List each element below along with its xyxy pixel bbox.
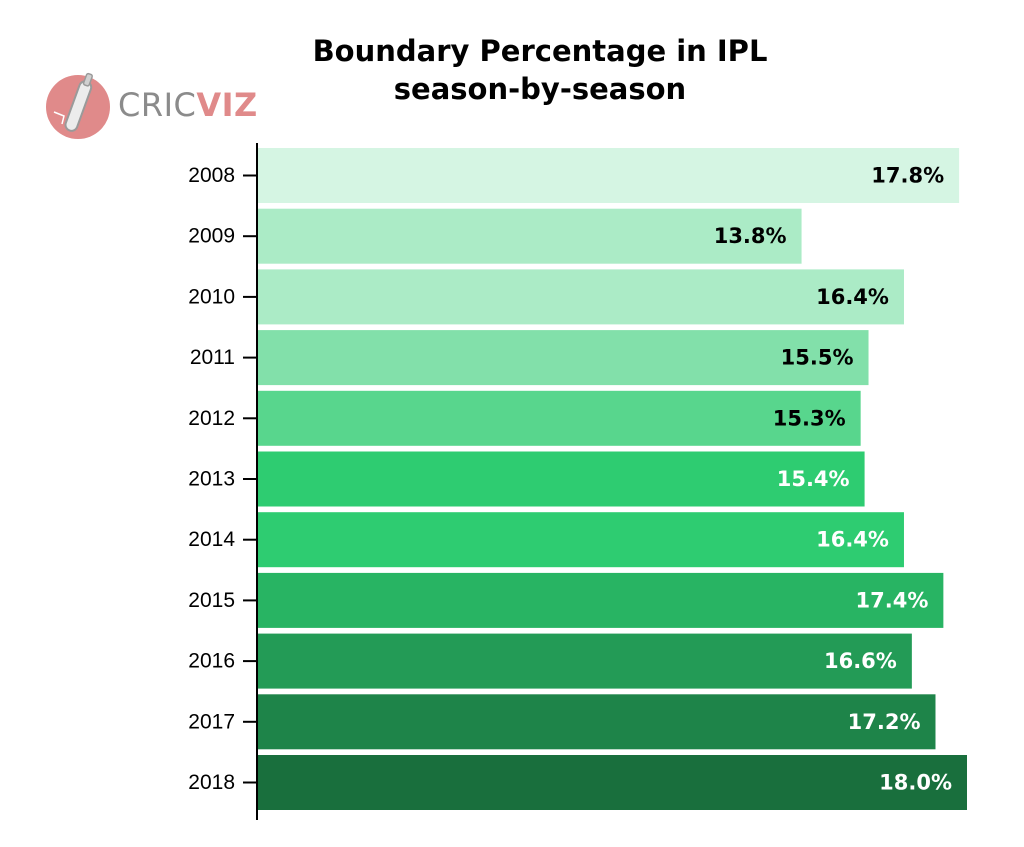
y-tick-label-2017: 2017 [188, 710, 235, 733]
bar-2013 [258, 451, 865, 507]
y-tick-label-2010: 2010 [188, 285, 235, 308]
data-label-2010: 16.4% [816, 285, 889, 309]
y-tick-label-2015: 2015 [188, 589, 235, 612]
logo-word-viz: VIZ [196, 86, 258, 124]
bar-2012 [258, 390, 861, 446]
chart-title-line-2: season-by-season [393, 72, 687, 106]
y-tick-label-2009: 2009 [188, 225, 235, 248]
data-label-2012: 15.3% [773, 406, 846, 430]
data-label-2018: 18.0% [879, 771, 952, 795]
data-label-2017: 17.2% [848, 710, 921, 734]
y-axis-ticks: 2008 2009 2010 2011 2012 2013 2014 2015 2016 2017… [188, 164, 257, 794]
bar-2010 [258, 269, 904, 325]
chart-title: Boundary Percentage in IPL season-by-sea… [260, 32, 820, 108]
y-tick-label-2018: 2018 [188, 771, 235, 794]
data-labels: 17.8% 13.8% 16.4% 15.5% 15.3% 15.4% 16.4% 17.4%… [714, 164, 952, 795]
bars [258, 148, 967, 810]
bar-2016 [258, 633, 912, 689]
y-tick-label-2012: 2012 [188, 407, 235, 430]
data-label-2011: 15.5% [781, 346, 854, 370]
data-label-2013: 15.4% [777, 467, 850, 491]
y-tick-label-2008: 2008 [188, 164, 235, 187]
y-tick-label-2016: 2016 [188, 650, 235, 673]
data-label-2009: 13.8% [714, 224, 787, 248]
chart-title-line-1: Boundary Percentage in IPL [312, 34, 768, 68]
data-label-2008: 17.8% [871, 164, 944, 188]
bar-2017 [258, 694, 936, 750]
bar-2011 [258, 330, 869, 386]
cricviz-logo: CRICVIZ [46, 72, 257, 142]
bar-2009 [258, 208, 802, 264]
y-tick-label-2011: 2011 [190, 346, 235, 369]
bar-2015 [258, 572, 944, 628]
data-label-2014: 16.4% [816, 528, 889, 552]
data-label-2016: 16.6% [824, 649, 897, 673]
logo-word-cric: CRIC [118, 86, 197, 124]
bar-2008 [258, 148, 960, 203]
cricket-bat-icon [46, 72, 110, 139]
y-tick-label-2014: 2014 [188, 528, 235, 551]
data-label-2015: 17.4% [856, 588, 929, 612]
bar-2014 [258, 512, 904, 568]
bar-2018 [258, 755, 967, 810]
y-tick-label-2013: 2013 [188, 468, 235, 491]
logo-wordmark: CRICVIZ [118, 85, 258, 125]
